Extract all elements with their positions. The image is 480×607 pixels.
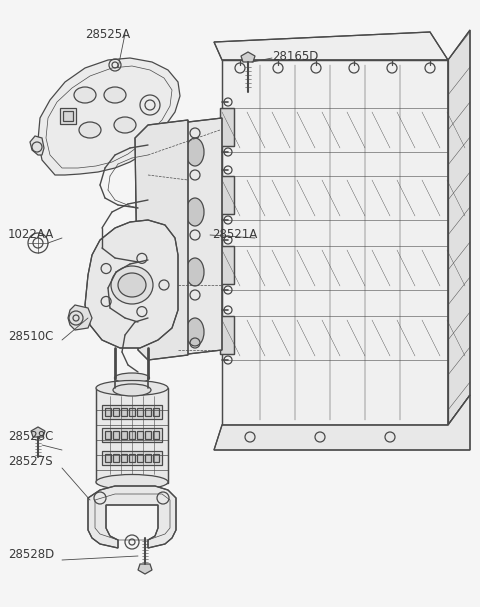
Bar — [220, 108, 234, 146]
Polygon shape — [68, 305, 92, 330]
Polygon shape — [241, 52, 255, 62]
Bar — [220, 108, 234, 146]
Bar — [113, 454, 119, 462]
Text: 28521A: 28521A — [212, 228, 257, 241]
Polygon shape — [155, 128, 172, 146]
Bar — [102, 428, 162, 442]
Polygon shape — [88, 486, 176, 548]
Bar — [96, 388, 168, 483]
Bar — [102, 451, 162, 465]
Polygon shape — [448, 30, 470, 425]
Ellipse shape — [115, 373, 149, 383]
Bar — [220, 316, 234, 354]
Ellipse shape — [96, 475, 168, 489]
Bar — [102, 405, 162, 419]
Polygon shape — [175, 118, 222, 354]
Bar — [113, 408, 119, 416]
Polygon shape — [138, 564, 152, 574]
Ellipse shape — [186, 198, 204, 226]
Bar — [145, 408, 151, 416]
Polygon shape — [30, 136, 44, 155]
Text: 28528D: 28528D — [8, 548, 54, 561]
Ellipse shape — [113, 384, 151, 396]
Bar — [129, 454, 135, 462]
Bar — [63, 111, 73, 121]
Bar — [137, 454, 143, 462]
Bar — [60, 108, 76, 124]
Polygon shape — [222, 60, 448, 425]
Bar — [153, 431, 159, 439]
Bar — [121, 454, 127, 462]
Ellipse shape — [104, 87, 126, 103]
Ellipse shape — [186, 318, 204, 346]
Polygon shape — [214, 395, 470, 450]
Text: 28527S: 28527S — [8, 455, 53, 468]
Bar — [153, 454, 159, 462]
Polygon shape — [38, 58, 180, 175]
Bar — [137, 408, 143, 416]
Bar — [220, 316, 234, 354]
Ellipse shape — [79, 122, 101, 138]
Ellipse shape — [111, 266, 153, 304]
Polygon shape — [214, 32, 448, 60]
Bar — [220, 176, 234, 214]
Text: 1022AA: 1022AA — [8, 228, 54, 241]
Text: 28510C: 28510C — [8, 330, 53, 343]
Text: 28525A: 28525A — [85, 28, 130, 41]
Bar — [153, 408, 159, 416]
Ellipse shape — [114, 117, 136, 133]
Bar — [145, 431, 151, 439]
Bar — [96, 388, 168, 483]
Text: 28528C: 28528C — [8, 430, 53, 443]
Polygon shape — [31, 427, 45, 437]
Bar — [137, 431, 143, 439]
Ellipse shape — [118, 273, 146, 297]
Polygon shape — [135, 120, 188, 360]
Bar — [105, 454, 111, 462]
Bar — [129, 431, 135, 439]
Bar — [105, 408, 111, 416]
Ellipse shape — [96, 381, 168, 396]
Bar — [121, 408, 127, 416]
Bar — [113, 431, 119, 439]
Bar — [145, 454, 151, 462]
Text: 28165D: 28165D — [272, 50, 318, 63]
Ellipse shape — [186, 258, 204, 286]
Bar — [220, 246, 234, 284]
Polygon shape — [85, 220, 178, 348]
Bar — [220, 246, 234, 284]
Ellipse shape — [74, 87, 96, 103]
Bar — [220, 176, 234, 214]
Bar — [121, 431, 127, 439]
Bar — [129, 408, 135, 416]
Bar — [105, 431, 111, 439]
Ellipse shape — [186, 138, 204, 166]
